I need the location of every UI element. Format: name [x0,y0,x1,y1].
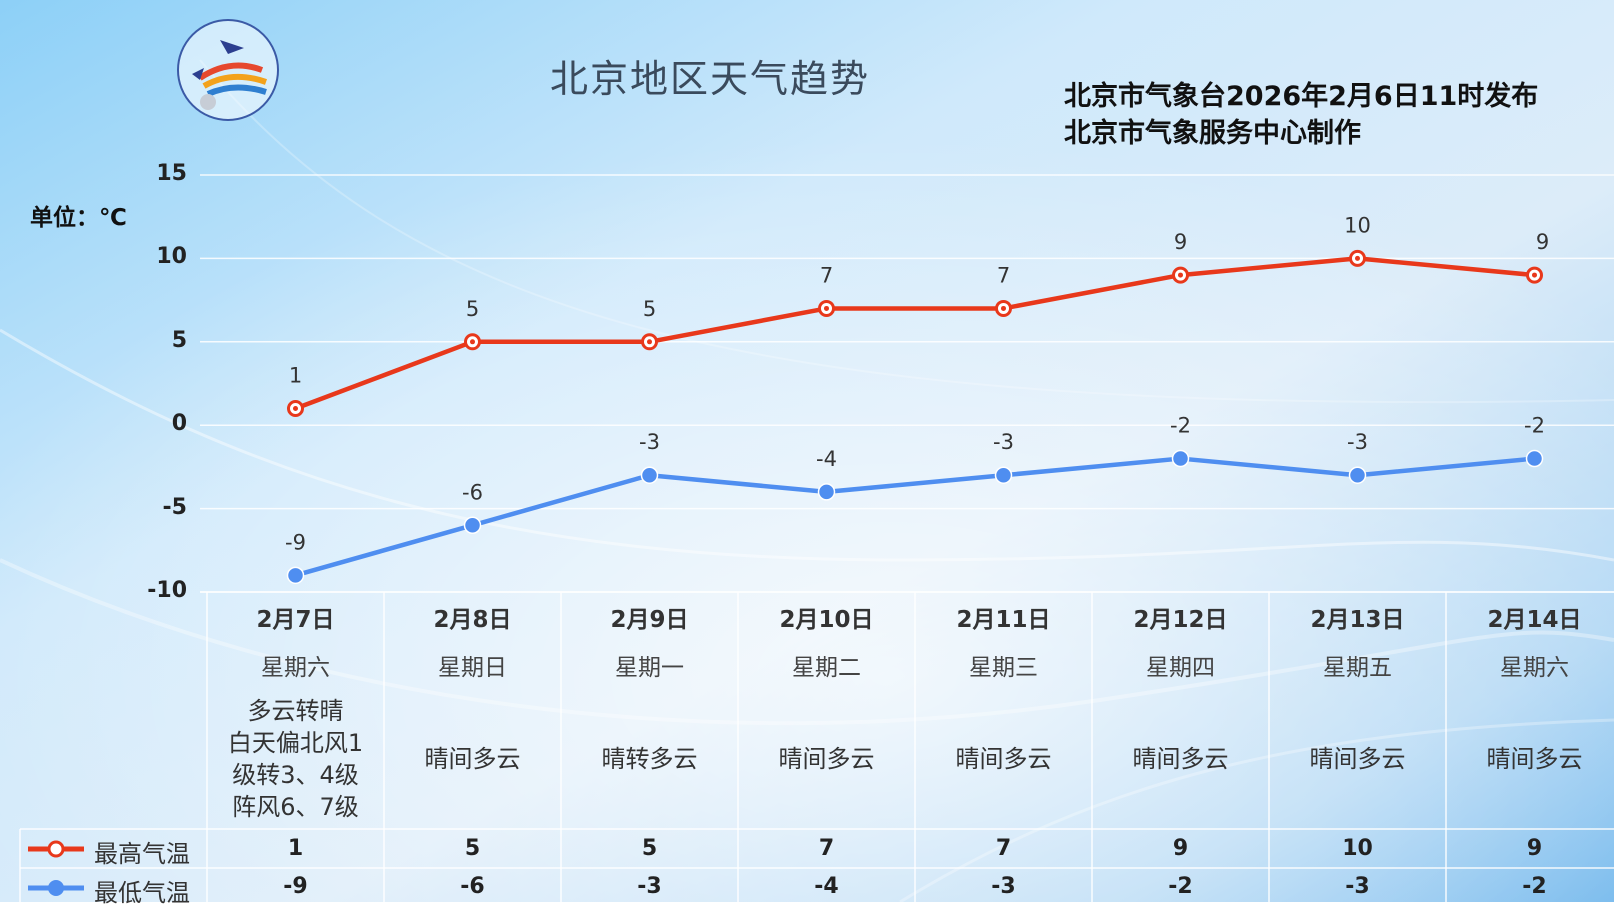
weekday-label: 星期六 [261,655,330,681]
low-temp-point [286,566,305,585]
high-temp-point-dot [1001,305,1006,311]
issuer-info: 北京市气象台2026年2月6日11时发布 北京市气象服务中心制作 [1064,78,1538,152]
unit-label: 单位：℃ [30,205,127,231]
date-label: 2月10日 [779,607,874,633]
legend-high-label: 最高气温 [94,840,190,868]
high-temp-value: 1 [287,836,304,861]
weekday-label: 星期五 [1323,655,1392,681]
low-temp-value: -3 [1345,874,1370,899]
high-temp-point-dot [1532,272,1537,278]
weather-description: 多云转晴 白天偏北风1 级转3、4级 阵风6、7级 [227,697,364,821]
high-temp-value: 5 [464,836,481,861]
high-temp-point-dot [470,339,475,345]
low-temp-point [640,466,659,484]
weather-description: 晴间多云 [778,745,875,773]
low-temp-data-label: -6 [462,480,483,504]
low-temp-value: -3 [637,874,662,899]
high-temp-data-label: 5 [466,297,479,321]
low-temp-point [1171,449,1190,468]
high-temp-data-label: 7 [820,263,833,287]
low-temp-line [294,456,1535,578]
low-temp-data-label: -3 [993,430,1014,454]
low-temp-point [817,483,836,501]
low-temp-point [1525,449,1544,468]
low-temp-point [1348,466,1367,484]
weekday-label: 星期日 [438,655,507,681]
high-temp-data-label: 9 [1536,230,1549,254]
high-temp-value: 9 [1526,836,1543,861]
date-label: 2月11日 [956,607,1051,633]
high-temp-value: 5 [641,836,658,861]
weather-description: 晴转多云 [601,745,698,773]
low-temp-value: -2 [1522,874,1547,899]
y-tick-label: 10 [156,244,187,270]
high-temp-value: 7 [995,836,1012,861]
legend-low-label: 最低气温 [94,879,190,907]
weather-description: 晴间多云 [955,745,1052,773]
high-temp-data-label: 9 [1174,230,1187,254]
high-temp-data-label: 5 [643,297,656,321]
beijing-meteorological-service-logo-icon [177,19,279,121]
high-temp-point-dot [647,339,652,345]
chart-title: 北京地区天气趋势 [549,57,870,101]
weather-description: 晴间多云 [1132,745,1229,773]
low-temp-data-label: -9 [285,530,306,554]
weekday-label: 星期三 [969,655,1038,681]
y-tick-label: 5 [171,327,187,353]
low-temp-data-label: -3 [639,430,660,454]
low-temp-point [994,466,1013,484]
weekday-label: 星期一 [615,655,684,681]
date-label: 2月13日 [1310,607,1405,633]
high-temp-data-label: 1 [289,364,302,388]
low-temp-data-label: -2 [1170,414,1191,438]
date-label: 2月9日 [610,607,689,633]
issuer-line-1: 北京市气象台2026年2月6日11时发布 [1064,81,1539,112]
y-tick-label: -10 [147,578,187,603]
legend-high-marker-icon [47,840,65,858]
high-temp-point-dot [824,305,829,311]
y-tick-label: 0 [171,411,187,437]
date-label: 2月8日 [433,607,512,633]
high-temp-value: 9 [1172,836,1189,861]
low-temp-data-label: -3 [1347,430,1368,454]
y-tick-label: 15 [156,161,187,186]
high-temp-data-label: 10 [1344,213,1371,237]
issuer-line-2: 北京市气象服务中心制作 [1064,118,1361,149]
high-temp-value: 10 [1342,836,1373,861]
high-temp-value: 7 [818,836,835,861]
date-label: 2月7日 [256,607,335,633]
high-temp-line [294,256,1535,411]
high-temp-point-dot [1178,272,1183,278]
low-temp-point [463,516,482,535]
date-label: 2月14日 [1487,607,1582,633]
low-temp-value: -3 [991,874,1016,899]
weather-description: 晴间多云 [1486,745,1583,773]
weather-description: 晴间多云 [424,745,521,773]
legend-low-marker-icon [48,880,64,896]
weekday-label: 星期六 [1500,655,1569,681]
date-label: 2月12日 [1133,607,1228,633]
low-temp-value: -9 [283,874,308,899]
low-temp-value: -6 [460,874,485,899]
low-temp-data-label: -4 [816,447,837,471]
y-tick-label: -5 [162,494,187,520]
weather-description: 晴间多云 [1309,745,1406,773]
low-temp-value: -4 [814,874,839,899]
high-temp-data-label: 7 [997,263,1010,287]
high-temp-point-dot [1355,255,1360,261]
low-temp-data-label: -2 [1524,414,1545,438]
high-temp-point-dot [293,406,298,412]
weekday-label: 星期二 [792,655,861,681]
low-temp-value: -2 [1168,874,1193,899]
weekday-label: 星期四 [1146,655,1215,681]
